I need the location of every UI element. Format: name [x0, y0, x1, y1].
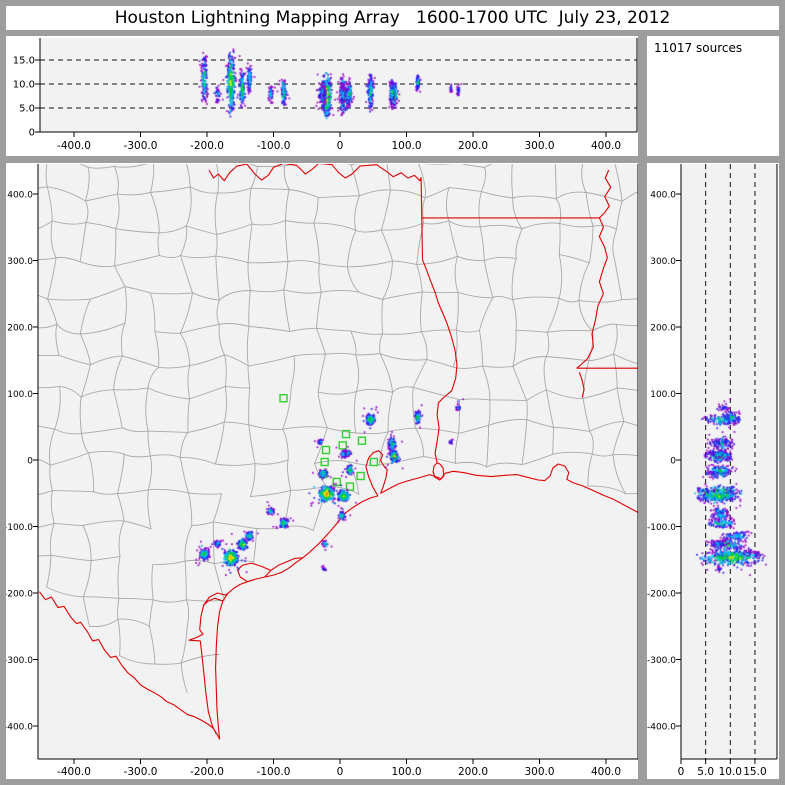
map-x-tick-label: 0	[337, 766, 344, 778]
plan-view-map-panel: 400.0 300.0 200.0 100.0 0 -100.0 -200.0 -300.0 -…	[6, 163, 638, 779]
north-south-altitude-panel: 400.0 300.0 200.0 100.0 0 -100.0 -200.0 -300.0 -…	[647, 163, 779, 779]
ew-y-tick-label: 15.0	[13, 55, 35, 66]
ns-y-tick-label: -300.0	[647, 656, 676, 666]
ew-x-tick-label: -300.0	[124, 140, 158, 152]
map-y-tick-label: -300.0	[6, 656, 33, 666]
ew-x-tick-label: -200.0	[190, 140, 224, 152]
map-y-tick-label: 400.0	[7, 190, 33, 200]
ns-x-tick-label: 15.0	[743, 766, 766, 778]
sources-count-label: 11017 sources	[654, 41, 743, 55]
map-x-tick-label: -300.0	[124, 766, 158, 778]
ns-y-tick-label: -200.0	[647, 590, 676, 600]
map-x-tick-label: -400.0	[57, 766, 91, 778]
east-west-altitude-scatter[interactable]	[40, 38, 637, 132]
east-west-altitude-panel: 15.0 10.0 5.0 0 -400.0 -300.0 -200.0 -100.0 0 100…	[6, 36, 638, 156]
map-y-tick-label: -400.0	[6, 723, 33, 733]
sources-count-panel: 11017 sources	[647, 36, 779, 156]
ns-y-tick-label: 100.0	[650, 390, 676, 400]
map-y-tick-label: 0	[27, 457, 33, 467]
ew-x-tick-label: 200.0	[458, 140, 488, 152]
title-bar: Houston Lightning Mapping Array 1600-170…	[6, 6, 779, 30]
plan-view-scatter[interactable]	[38, 164, 638, 759]
ns-x-tick-label: 10.0	[719, 766, 742, 778]
ew-y-tick-label: 5.0	[19, 103, 35, 114]
ew-x-tick-label: 0	[337, 140, 344, 152]
map-x-tick-label: -200.0	[190, 766, 224, 778]
ew-x-tick-label: -100.0	[257, 140, 291, 152]
ns-y-tick-label: 0	[670, 457, 676, 467]
map-y-tick-label: -100.0	[6, 523, 33, 533]
map-x-tick-label: 100.0	[391, 766, 421, 778]
ns-y-tick-label: 300.0	[650, 257, 676, 267]
ns-y-tick-label: -100.0	[647, 523, 676, 533]
ew-x-tick-label: 100.0	[391, 140, 421, 152]
map-y-tick-label: -200.0	[6, 590, 33, 600]
map-x-tick-label: 200.0	[458, 766, 488, 778]
map-y-tick-label: 100.0	[7, 390, 33, 400]
ns-y-tick-label: 400.0	[650, 190, 676, 200]
map-x-tick-label: 300.0	[524, 766, 554, 778]
ew-x-tick-label: 400.0	[591, 140, 621, 152]
ns-x-tick-label: 5.0	[697, 766, 714, 778]
map-x-tick-label: -100.0	[257, 766, 291, 778]
map-y-tick-label: 200.0	[7, 323, 33, 333]
ew-y-tick-label: 10.0	[13, 79, 35, 90]
map-y-tick-label: 300.0	[7, 257, 33, 267]
north-south-altitude-scatter[interactable]	[681, 164, 777, 759]
ew-y-tick-label: 0	[29, 128, 35, 139]
ew-x-tick-label: -400.0	[57, 140, 91, 152]
ns-y-tick-label: 200.0	[650, 323, 676, 333]
ns-y-tick-label: -400.0	[647, 723, 676, 733]
map-x-tick-label: 400.0	[591, 766, 621, 778]
ns-x-tick-label: 0	[678, 766, 685, 778]
page-title: Houston Lightning Mapping Array 1600-170…	[114, 8, 671, 28]
ew-x-tick-label: 300.0	[524, 140, 554, 152]
